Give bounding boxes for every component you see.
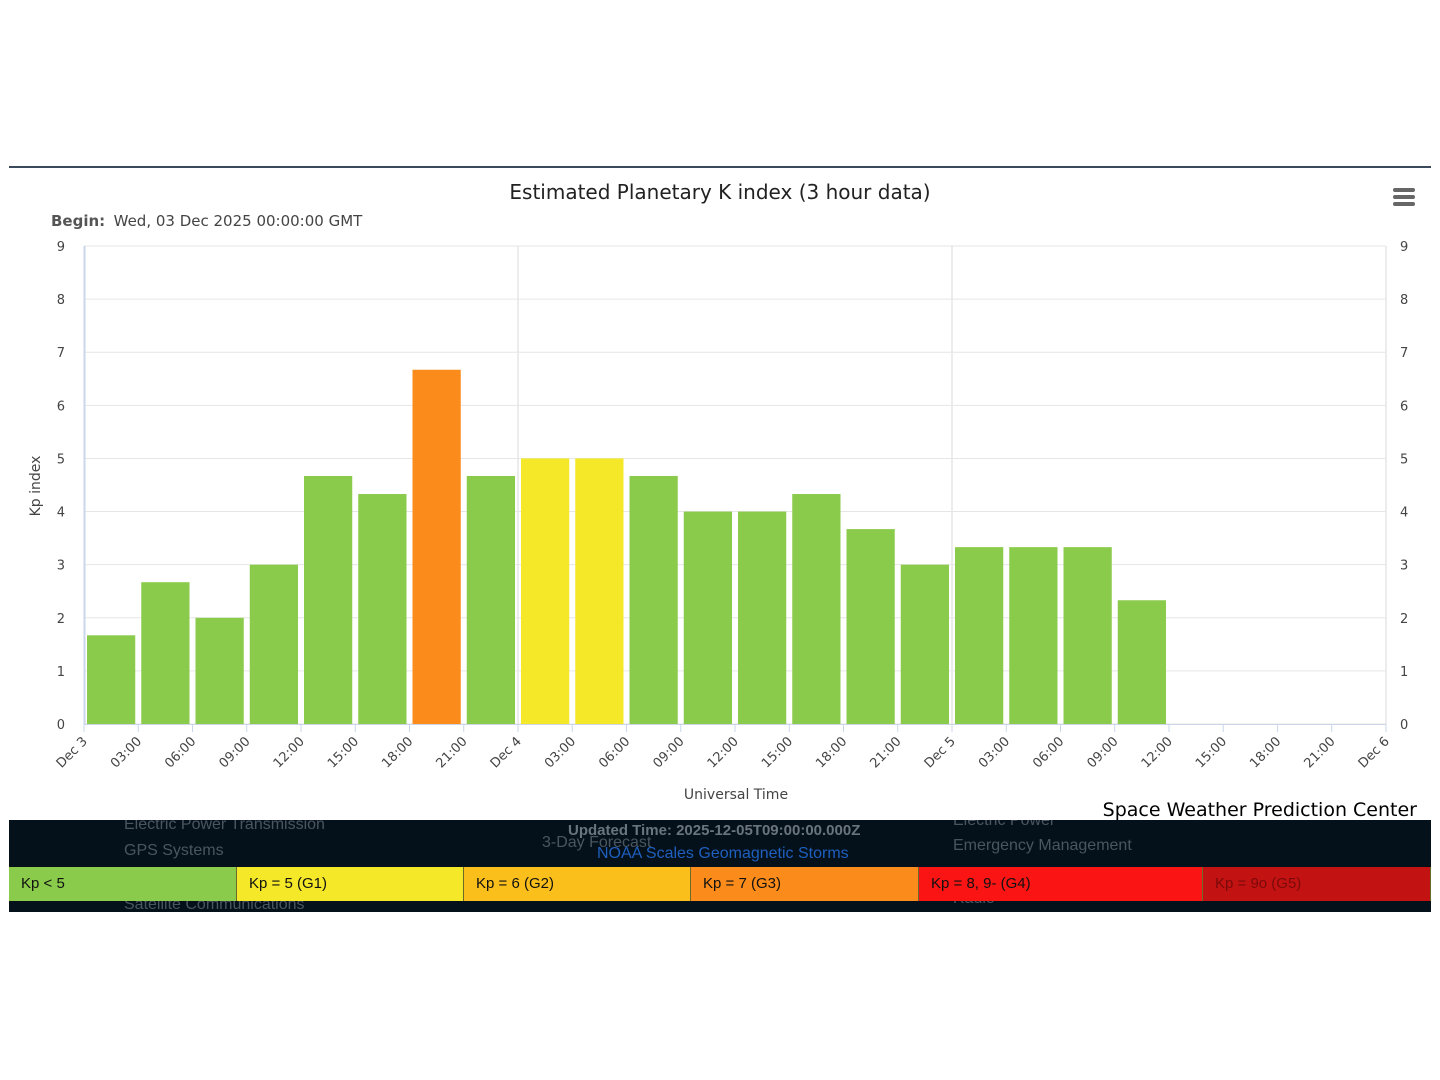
y-tick-label: 4 (57, 506, 65, 521)
menu-line (1393, 188, 1415, 192)
y-tick-label-right: 1 (1400, 665, 1408, 680)
kp-bar[interactable] (1063, 547, 1112, 724)
kp-bar[interactable] (466, 475, 515, 724)
x-tick-label: Dec 6 (1356, 734, 1393, 771)
y-axis-title: Kp index (28, 456, 44, 517)
kp-scale-segment: Kp = 8, 9- (G4) (919, 867, 1203, 901)
kp-bar[interactable] (629, 475, 678, 724)
y-tick-label-right: 0 (1400, 718, 1408, 733)
kp-bar[interactable] (141, 582, 190, 724)
x-tick-label: 21:00 (1301, 734, 1338, 771)
y-tick-label: 7 (57, 346, 65, 361)
x-tick-label: 03:00 (542, 734, 579, 771)
x-axis-labels: Dec 3 03:00 06:00 09:00 12:00 15:00 18:00 21:00… (54, 734, 1393, 771)
kp-bar[interactable] (955, 547, 1004, 724)
kp-bar[interactable] (683, 511, 732, 724)
x-tick-label: 18:00 (1247, 734, 1284, 771)
x-tick-label: 03:00 (108, 734, 145, 771)
y-axis-right-labels: 0 1 2 3 4 5 6 7 8 9 (1400, 240, 1408, 733)
kp-bar[interactable] (358, 494, 407, 724)
y-tick-label-right: 8 (1400, 293, 1408, 308)
x-tick-label: 09:00 (650, 734, 687, 771)
y-tick-label: 1 (57, 665, 65, 680)
x-axis-title: Universal Time (684, 787, 788, 803)
y-tick-label: 2 (57, 612, 65, 627)
axes (83, 246, 1387, 732)
x-tick-label: 06:00 (1030, 734, 1067, 771)
menu-line (1393, 195, 1415, 199)
kp-scale-segment: Kp < 5 (9, 867, 237, 901)
x-tick-label: 12:00 (705, 734, 742, 771)
x-tick-label: 15:00 (759, 734, 796, 771)
y-tick-label-right: 3 (1400, 559, 1408, 574)
subtitle-label: Begin: (51, 212, 105, 230)
kp-chart-panel: Estimated Planetary K index (3 hour data… (9, 166, 1431, 822)
y-tick-label-right: 4 (1400, 506, 1408, 521)
kp-bar[interactable] (1009, 547, 1058, 724)
x-tick-label: 15:00 (325, 734, 362, 771)
y-tick-label: 8 (57, 293, 65, 308)
x-tick-label: 18:00 (813, 734, 850, 771)
bg-three-day-forecast: 3-Day Forecast (542, 834, 652, 851)
kp-bar[interactable] (412, 369, 461, 724)
y-tick-label-right: 5 (1400, 452, 1408, 467)
y-tick-label: 9 (57, 240, 65, 255)
menu-line (1393, 202, 1415, 206)
y-axis-left-labels: 0 1 2 3 4 5 6 7 8 9 (57, 240, 65, 733)
grid-lines (84, 245, 1387, 725)
x-tick-label: 09:00 (216, 734, 253, 771)
y-tick-label: 0 (57, 718, 65, 733)
x-tick-label: 15:00 (1193, 734, 1230, 771)
kp-bar[interactable] (575, 458, 624, 724)
chart-subtitle: Begin: Wed, 03 Dec 2025 00:00:00 GMT (51, 212, 363, 230)
bg-electric-power: Electric Power (953, 820, 1056, 829)
x-tick-label: 12:00 (271, 734, 308, 771)
bg-noaa-scales-link[interactable]: NOAA Scales Geomagnetic Storms (597, 845, 849, 862)
kp-scale-legend: Kp < 5 Kp = 5 (G1) Kp = 6 (G2) Kp = 7 (G3) K… (9, 867, 1431, 901)
kp-scale-panel: Electric Power Transmission GPS Systems … (9, 820, 1431, 912)
kp-bar[interactable] (792, 494, 841, 724)
y-tick-label: 3 (57, 559, 65, 574)
y-tick-label-right: 6 (1400, 399, 1408, 414)
kp-scale-segment: Kp = 9o (G5) (1203, 867, 1431, 901)
kp-bar[interactable] (521, 458, 570, 724)
y-tick-label: 6 (57, 399, 65, 414)
hamburger-menu-icon[interactable] (1389, 186, 1419, 210)
x-tick-label: 06:00 (596, 734, 633, 771)
credit-text: Space Weather Prediction Center (1103, 799, 1418, 821)
chart-title: Estimated Planetary K index (3 hour data… (509, 180, 930, 204)
bg-electric-power-transmission: Electric Power Transmission (124, 820, 325, 833)
kp-bar[interactable] (249, 564, 298, 724)
kp-scale-segment: Kp = 6 (G2) (464, 867, 691, 901)
y-tick-label: 5 (57, 452, 65, 467)
x-tick-label: Dec 3 (54, 734, 91, 771)
kp-bar[interactable] (304, 475, 353, 724)
kp-bar[interactable] (1117, 600, 1166, 724)
y-tick-label-right: 7 (1400, 346, 1408, 361)
kp-chart: Estimated Planetary K index (3 hour data… (28, 180, 1418, 821)
kp-bar[interactable] (195, 617, 244, 724)
x-tick-label: 03:00 (976, 734, 1013, 771)
x-tick-label: 09:00 (1084, 734, 1121, 771)
y-tick-label-right: 9 (1400, 240, 1408, 255)
x-tick-label: 21:00 (867, 734, 904, 771)
y-tick-label-right: 2 (1400, 612, 1408, 627)
bar-series (87, 369, 1166, 724)
kp-scale-segment: Kp = 5 (G1) (237, 867, 464, 901)
x-tick-label: 18:00 (379, 734, 416, 771)
x-tick-label: Dec 4 (488, 734, 525, 771)
kp-bar[interactable] (900, 564, 949, 724)
x-tick-label: 12:00 (1139, 734, 1176, 771)
kp-bar[interactable] (846, 529, 895, 724)
bg-emergency-management: Emergency Management (953, 837, 1132, 854)
kp-bar[interactable] (738, 511, 787, 724)
bg-updated-time: Updated Time: 2025-12-05T09:00:00.000Z (568, 822, 861, 839)
kp-bar[interactable] (87, 635, 136, 724)
bg-gps-systems: GPS Systems (124, 842, 224, 859)
kp-scale-segment: Kp = 7 (G3) (691, 867, 919, 901)
x-tick-label: 06:00 (162, 734, 199, 771)
x-tick-label: 21:00 (433, 734, 470, 771)
x-tick-label: Dec 5 (922, 734, 959, 771)
subtitle-value: Wed, 03 Dec 2025 00:00:00 GMT (114, 212, 364, 230)
